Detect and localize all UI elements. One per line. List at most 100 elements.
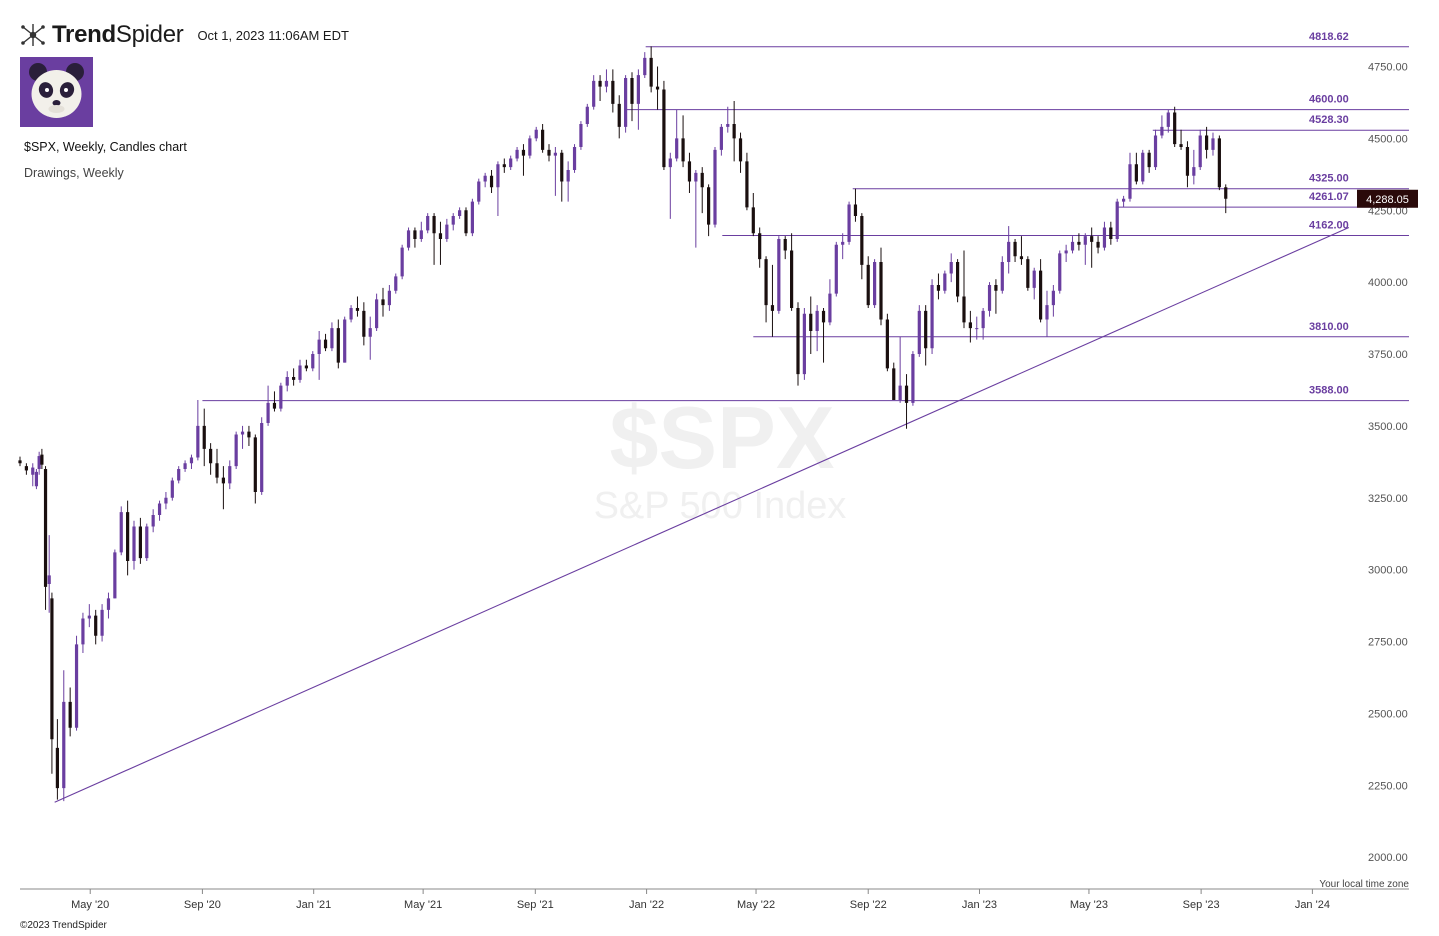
candle-body	[917, 310, 921, 354]
candle-down	[362, 302, 366, 346]
x-tick-label: May '23	[1070, 899, 1108, 911]
candle-down	[1096, 236, 1100, 254]
candle-body	[1007, 241, 1011, 262]
candle-up	[426, 213, 430, 234]
candle-body	[873, 262, 877, 306]
candle-up	[81, 612, 85, 653]
candle-down	[904, 374, 909, 429]
candle-down	[783, 236, 787, 260]
candle-body	[164, 497, 168, 504]
y-tick-label: 2750.00	[1368, 637, 1408, 649]
candle-down	[598, 75, 602, 101]
x-tick-label: Jan '23	[962, 899, 997, 911]
timezone-label: Your local time zone	[1319, 879, 1409, 890]
candle-body	[643, 57, 647, 76]
candle-down	[611, 69, 615, 113]
candle-body	[74, 644, 79, 728]
candle-down	[50, 592, 54, 774]
candle-body	[24, 466, 28, 471]
candle-up	[298, 359, 302, 383]
candle-down	[751, 193, 755, 237]
candle-up	[31, 463, 35, 487]
candle-up	[234, 431, 238, 469]
candle-down	[866, 256, 870, 308]
y-tick-label: 2500.00	[1368, 708, 1408, 720]
candle-body	[343, 319, 347, 363]
candle-up	[572, 144, 577, 173]
candle-down	[1224, 184, 1228, 214]
candle-body	[413, 230, 417, 239]
candle-up	[37, 451, 41, 475]
level-label: 4325.00	[1309, 173, 1349, 185]
candle-body	[189, 457, 194, 464]
x-tick-label: Jan '22	[629, 899, 664, 911]
candle-body	[700, 172, 704, 188]
candle-body	[489, 175, 494, 188]
candle-up	[604, 69, 609, 93]
candle-body	[949, 262, 953, 274]
candle-body	[707, 187, 711, 225]
y-axis: 2000.00 2250.00 2500.00 2750.00 3000.00 3250.…	[1368, 62, 1408, 865]
candle-body	[528, 138, 532, 156]
horizontal-levels: 4818.62 4600.00 4528.30 4325.00 4261.07 4162.…	[202, 31, 1409, 402]
candle-body	[477, 181, 481, 202]
candle-up	[260, 417, 264, 495]
watermark: $SPX S&P 500 Index	[594, 388, 847, 527]
candle-up	[777, 236, 781, 314]
snapshot-datetime: Oct 1, 2023 11:06AM EDT	[197, 27, 349, 43]
candle-down	[681, 115, 685, 168]
candle-body	[802, 313, 806, 375]
candles	[18, 46, 1228, 802]
candle-down	[138, 517, 142, 564]
candle-body	[1039, 270, 1043, 320]
level-label: 4818.62	[1309, 31, 1349, 43]
candle-up	[987, 282, 992, 317]
candle-body	[509, 158, 513, 168]
candle-up	[285, 371, 289, 392]
candle-up	[828, 279, 832, 326]
candle-body	[866, 264, 870, 306]
candle-body	[496, 164, 500, 188]
y-tick-label: 3750.00	[1368, 349, 1408, 361]
candle-body	[636, 75, 640, 104]
candle-body	[534, 129, 538, 139]
candle-body	[1179, 144, 1183, 147]
candle-up	[624, 75, 628, 133]
candle-body	[592, 80, 596, 107]
candle-up	[419, 221, 423, 242]
candle-body	[272, 402, 277, 409]
candle-body	[668, 158, 672, 168]
candle-body	[285, 377, 289, 386]
candle-down	[649, 46, 653, 93]
candle-body	[202, 425, 206, 449]
candle-body	[777, 239, 781, 311]
candle-body	[924, 310, 928, 349]
candle-body	[815, 310, 819, 331]
candle-body	[521, 149, 526, 156]
candle-down	[304, 359, 308, 372]
candle-body	[1160, 126, 1164, 136]
candle-up	[713, 147, 717, 228]
candle-up	[1192, 149, 1196, 185]
candle-body	[1109, 227, 1113, 239]
candle-body	[381, 299, 385, 306]
candle-body	[87, 615, 91, 619]
candle-up	[1128, 152, 1132, 202]
candle-up	[930, 279, 934, 354]
candle-down	[758, 227, 762, 268]
candle-body	[515, 149, 519, 159]
candle-down	[764, 256, 768, 323]
candle-body	[138, 526, 142, 559]
candle-body	[1083, 236, 1087, 245]
candle-body	[885, 319, 889, 369]
candle-up	[189, 454, 194, 469]
x-tick-label: Sep '20	[184, 899, 221, 911]
candle-body	[975, 328, 979, 330]
candle-down	[796, 302, 800, 386]
candle-up	[279, 382, 283, 412]
candle-up	[132, 520, 136, 570]
candle-down	[892, 362, 896, 400]
candle-up	[183, 460, 187, 472]
level-label: 3588.00	[1309, 385, 1349, 397]
